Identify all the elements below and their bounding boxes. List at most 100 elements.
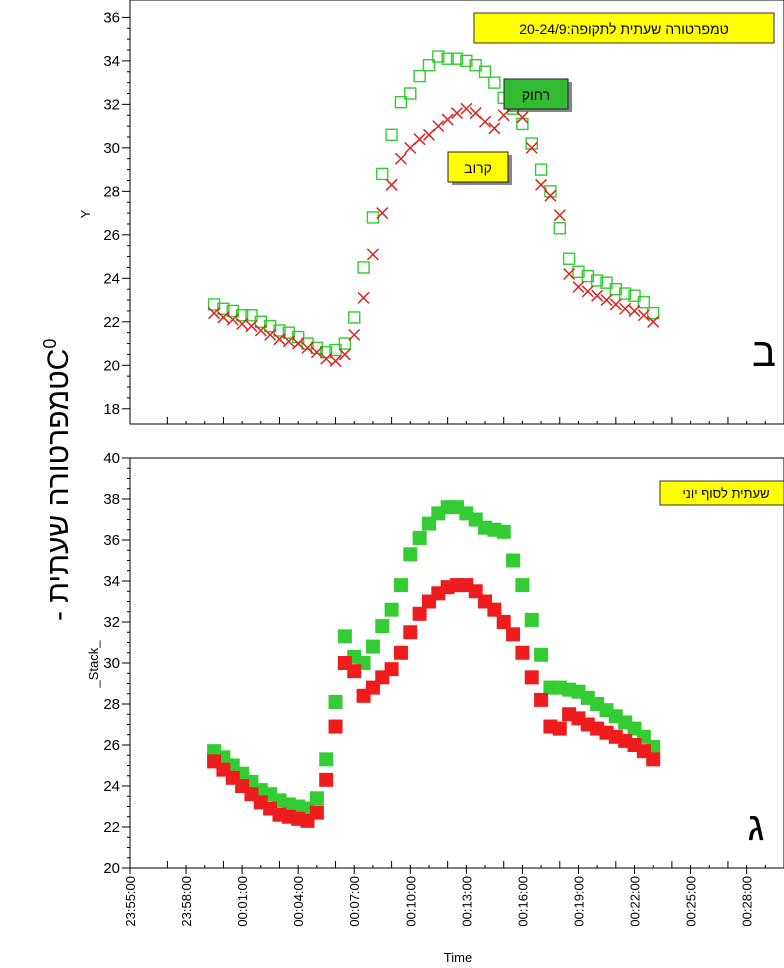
y-tick-label: 22: [103, 314, 120, 331]
y-tick-label: 38: [103, 491, 120, 508]
data-point: [310, 346, 323, 359]
data-point: [637, 309, 650, 322]
data-point: [236, 317, 249, 331]
data-point: [647, 315, 660, 328]
data-point: [552, 721, 567, 736]
data-point: [366, 248, 379, 261]
y-tick-label: 30: [103, 140, 120, 157]
data-point: [637, 296, 651, 309]
data-point: [600, 294, 613, 307]
x-tick-label: 00:04:00: [291, 876, 306, 927]
y-tick-label: 36: [103, 532, 120, 549]
data-point: [524, 670, 539, 685]
data-point: [618, 287, 632, 300]
figure-y-label: טמפרטורה שעתית - C0: [40, 339, 75, 630]
panel-bottom: 20 22 24 26 28 30 32 34 36 38 40 23:55:00 23:58:00 0…: [86, 450, 784, 965]
panel-bottom-x-axis: 23:55:00 23:58:00 00:01:00 00:04:00 00:07:00…: [123, 861, 784, 927]
data-point: [646, 752, 661, 767]
figure-y-label-hebrew: טמפרטורה שעתית -: [42, 370, 75, 629]
data-point: [534, 692, 549, 707]
y-tick-label: 34: [103, 573, 120, 590]
data-point: [357, 291, 370, 304]
data-point: [264, 328, 277, 341]
data-point: [329, 354, 342, 367]
data-point: [563, 267, 576, 280]
panel-bottom-frame: [129, 457, 784, 869]
data-point: [487, 602, 502, 617]
data-point: [337, 629, 352, 644]
y-tick-label: 28: [103, 696, 120, 713]
data-point: [525, 141, 538, 154]
data-point: [581, 285, 594, 298]
data-point: [496, 524, 511, 539]
data-point: [376, 207, 389, 220]
panel-top-y-label: Y: [78, 209, 93, 218]
data-point: [441, 52, 454, 65]
data-point: [328, 719, 343, 734]
data-point: [432, 120, 445, 133]
data-point: [450, 107, 464, 120]
series-1: [207, 500, 661, 816]
data-point: [422, 59, 436, 72]
x-tick-label: 00:07:00: [347, 876, 362, 927]
data-point: [412, 606, 427, 621]
data-point: [217, 311, 230, 324]
data-point: [572, 265, 585, 278]
data-point: [207, 298, 221, 311]
panel-top-title: טמפרטורה שעתית לתקופה:20-24/9: [519, 21, 729, 37]
y-tick-label: 20: [103, 357, 120, 374]
data-point: [226, 313, 239, 326]
data-point: [394, 95, 408, 109]
data-point: [348, 328, 361, 341]
data-point: [282, 335, 295, 348]
data-point: [534, 163, 548, 176]
data-point: [600, 276, 613, 289]
data-point: [488, 122, 501, 135]
data-point: [254, 324, 267, 337]
data-point: [525, 137, 538, 150]
data-point: [534, 647, 549, 662]
data-point: [376, 167, 389, 181]
annotation-near-label: קרוב: [464, 160, 492, 176]
data-point: [609, 282, 623, 296]
x-axis-label: Time: [444, 950, 472, 965]
y-tick-label: 40: [103, 450, 120, 467]
y-tick-label: 18: [103, 401, 120, 418]
data-point: [384, 602, 399, 617]
series-1: [207, 50, 660, 359]
data-point: [208, 307, 221, 320]
data-point: [516, 111, 529, 124]
y-tick-label: 20: [103, 860, 120, 877]
x-tick-label: 00:28:00: [740, 876, 755, 927]
data-point: [273, 333, 286, 346]
data-point: [432, 50, 445, 63]
data-point: [581, 269, 594, 283]
x-tick-label: 00:25:00: [684, 876, 699, 927]
data-point: [478, 115, 492, 128]
data-point: [404, 87, 417, 100]
panel-top-frame: [129, 0, 784, 425]
data-point: [441, 113, 454, 126]
data-point: [553, 222, 566, 235]
y-tick-label: 24: [103, 270, 120, 287]
panel-top-letter: ב: [752, 331, 776, 375]
annotation-far: רחוק: [503, 78, 572, 112]
panel-bottom-y-axis: 20 22 24 26 28 30 32 34 36 38 40: [103, 450, 130, 877]
data-point: [320, 352, 333, 365]
data-point: [301, 341, 314, 354]
y-tick-label: 32: [103, 614, 120, 631]
figure-y-label-unit: C: [42, 349, 75, 371]
data-point: [506, 627, 521, 642]
data-point: [328, 694, 343, 709]
data-point: [393, 578, 408, 593]
y-tick-label: 24: [103, 778, 120, 795]
data-point: [591, 289, 604, 302]
annotation-far-label: רחוק: [522, 87, 550, 103]
y-tick-label: 36: [103, 9, 120, 26]
y-tick-label: 32: [103, 96, 120, 113]
data-point: [301, 337, 314, 350]
data-point: [310, 341, 324, 355]
x-tick-label: 23:58:00: [179, 876, 194, 927]
data-point: [515, 578, 530, 593]
data-point: [403, 547, 418, 562]
